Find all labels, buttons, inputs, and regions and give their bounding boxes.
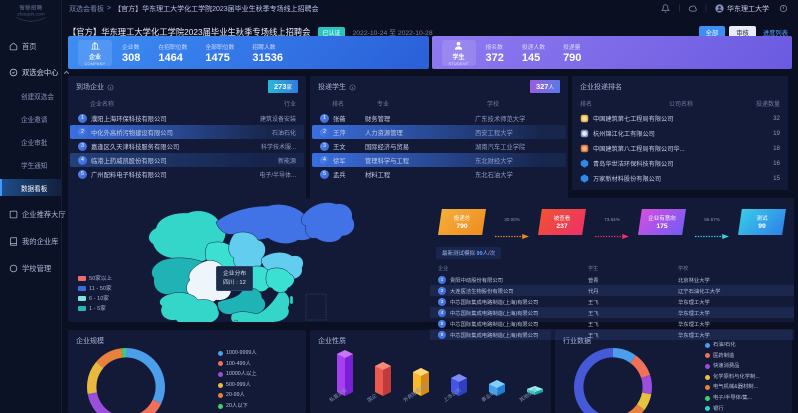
svg-text:zhaopin.com: zhaopin.com — [16, 11, 44, 17]
svg-text:智联招聘: 智联招聘 — [19, 4, 42, 12]
